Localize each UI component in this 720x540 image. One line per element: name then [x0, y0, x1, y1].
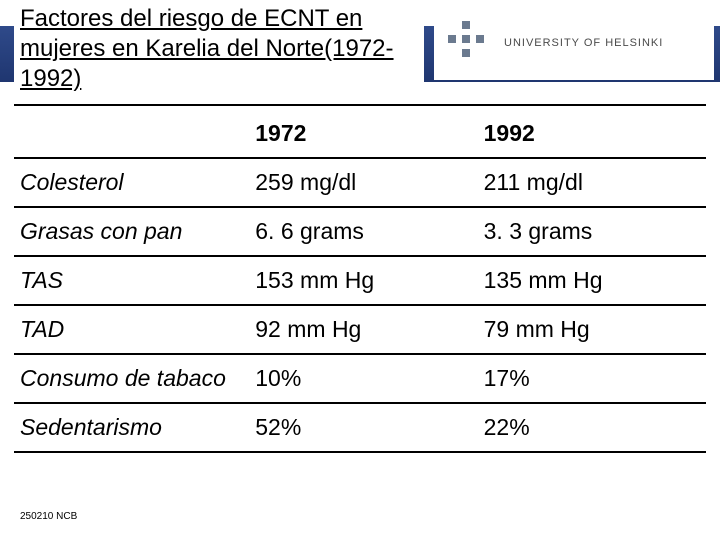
row-label: Sedentarismo — [14, 403, 249, 452]
risk-factors-table: 1972 1992 Colesterol259 mg/dl211 mg/dlGr… — [14, 112, 706, 453]
col-blank — [14, 112, 249, 158]
cell-1972: 6. 6 grams — [249, 207, 477, 256]
university-logo: UNIVERSITY OF HELSINKI — [434, 6, 714, 80]
footer-text: 250210 NCB — [20, 511, 77, 522]
logo-dots-icon — [438, 15, 494, 71]
cell-1992: 3. 3 grams — [478, 207, 706, 256]
logo-dot — [462, 21, 470, 29]
row-label: Consumo de tabaco — [14, 354, 249, 403]
logo-dot — [462, 35, 470, 43]
cell-1972: 10% — [249, 354, 477, 403]
table-row: TAD92 mm Hg79 mm Hg — [14, 305, 706, 354]
cell-1972: 153 mm Hg — [249, 256, 477, 305]
col-1972: 1972 — [249, 112, 477, 158]
table-row: Sedentarismo52%22% — [14, 403, 706, 452]
logo-dot — [448, 35, 456, 43]
logo-dot — [462, 49, 470, 57]
title-container: Factores del riesgo de ECNT en mujeres e… — [20, 4, 420, 94]
cell-1972: 92 mm Hg — [249, 305, 477, 354]
logo-dot — [476, 35, 484, 43]
row-label: Grasas con pan — [14, 207, 249, 256]
row-label: Colesterol — [14, 158, 249, 207]
logo-text: UNIVERSITY OF HELSINKI — [504, 37, 663, 49]
table-row: TAS153 mm Hg135 mm Hg — [14, 256, 706, 305]
rule-top — [14, 104, 706, 106]
cell-1972: 52% — [249, 403, 477, 452]
table-container: 1972 1992 Colesterol259 mg/dl211 mg/dlGr… — [14, 112, 706, 453]
table-row: Colesterol259 mg/dl211 mg/dl — [14, 158, 706, 207]
cell-1992: 17% — [478, 354, 706, 403]
cell-1972: 259 mg/dl — [249, 158, 477, 207]
cell-1992: 79 mm Hg — [478, 305, 706, 354]
table-row: Consumo de tabaco10%17% — [14, 354, 706, 403]
page-title: Factores del riesgo de ECNT en mujeres e… — [20, 4, 420, 94]
cell-1992: 211 mg/dl — [478, 158, 706, 207]
table-header-row: 1972 1992 — [14, 112, 706, 158]
row-label: TAD — [14, 305, 249, 354]
cell-1992: 22% — [478, 403, 706, 452]
cell-1992: 135 mm Hg — [478, 256, 706, 305]
table-row: Grasas con pan6. 6 grams 3. 3 grams — [14, 207, 706, 256]
col-1992: 1992 — [478, 112, 706, 158]
row-label: TAS — [14, 256, 249, 305]
